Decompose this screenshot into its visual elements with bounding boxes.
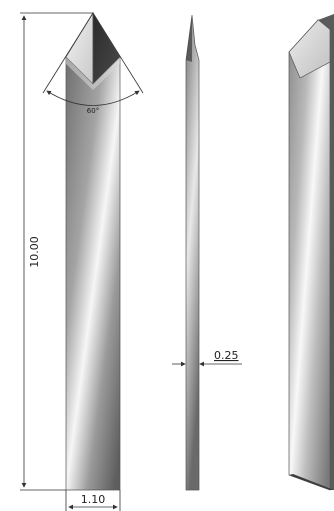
front-view — [65, 11, 121, 491]
angle-label: 60° — [87, 107, 99, 115]
front-view-body — [65, 56, 121, 491]
side-view-tip — [186, 15, 192, 62]
iso-front-face — [288, 19, 331, 491]
angle-extension-right — [92, 12, 144, 94]
iso-bottom-edge — [289, 474, 334, 490]
length-dimension: 10.00 — [20, 12, 93, 491]
length-label: 10.00 — [28, 236, 41, 268]
side-view-body — [185, 14, 200, 491]
front-view-bevel — [66, 57, 120, 90]
iso-side-edge — [318, 14, 334, 490]
thickness-dimension: 0.25 — [172, 349, 242, 367]
angle-arc — [46, 90, 140, 106]
angle-dimension: 60° — [42, 12, 144, 115]
angle-extension-left — [42, 12, 94, 94]
width-label: 1.10 — [81, 493, 106, 506]
side-view — [185, 14, 200, 491]
thickness-label: 0.25 — [214, 349, 239, 362]
isometric-view — [288, 14, 334, 491]
width-dimension: 1.10 — [65, 490, 121, 511]
